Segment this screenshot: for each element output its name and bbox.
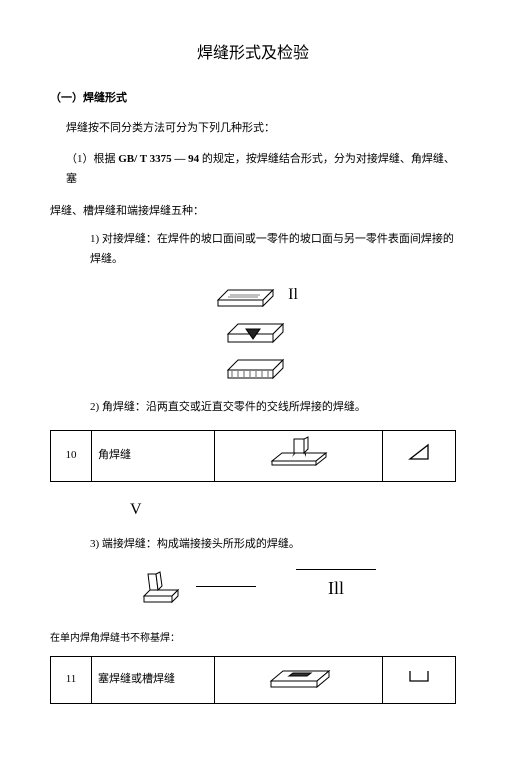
clause-lead: （1）根据 <box>66 153 118 165</box>
clause-1-line2: 焊缝、槽焊缝和端接焊缝五种： <box>50 202 456 222</box>
cell-figure <box>215 657 383 704</box>
list-item-2: 2) 角焊缝：沿两直交或近直交零件的交线所焊接的焊缝。 <box>90 398 456 418</box>
list-item-1: 1) 对接焊缝：在焊件的坡口面间或一零件的坡口面与另一零件表面间焊接的焊缝。 <box>90 230 456 270</box>
figure-edge-weld: Ill <box>50 566 456 606</box>
figure-butt-weld-1: Il <box>50 281 456 310</box>
label-ill: Ill <box>296 569 376 604</box>
figure-butt-weld-3 <box>50 352 456 382</box>
cell-symbol <box>383 657 456 704</box>
label-il: Il <box>288 281 298 310</box>
standard-code: GB/ T 3375 — 94 <box>118 153 199 165</box>
table-row: 11 塞焊缝或槽焊缝 <box>51 657 456 704</box>
edge-weld-icon <box>130 566 190 606</box>
table-row: 10 角焊缝 <box>51 430 456 481</box>
butt-weld-hatched-icon <box>218 352 288 382</box>
cell-name: 塞焊缝或槽焊缝 <box>92 657 215 704</box>
figure-butt-weld-2 <box>50 316 456 346</box>
butt-weld-v-icon <box>218 316 288 346</box>
table-plug-weld: 11 塞焊缝或槽焊缝 <box>50 656 456 704</box>
cell-num: 10 <box>51 430 92 481</box>
plug-symbol-icon <box>406 667 432 685</box>
label-v: V <box>130 496 456 525</box>
plug-weld-icon <box>259 661 339 691</box>
leader-line <box>196 586 256 587</box>
cell-num: 11 <box>51 657 92 704</box>
triangle-symbol-icon <box>406 441 432 463</box>
intro-para: 焊缝按不同分类方法可分为下列几种形式： <box>66 119 456 139</box>
page-title: 焊缝形式及检验 <box>50 40 456 69</box>
cell-figure <box>215 430 383 481</box>
cell-symbol <box>383 430 456 481</box>
cell-name: 角焊缝 <box>92 430 215 481</box>
section-heading-1: （一）焊缝形式 <box>50 89 456 109</box>
footnote: 在单内焊角焊缝书不称基焊： <box>50 630 456 648</box>
butt-weld-icon <box>208 282 278 310</box>
clause-1-line1: （1）根据 GB/ T 3375 — 94 的规定，按焊缝结合形式，分为对接焊缝… <box>66 150 456 190</box>
list-item-3: 3) 端接焊缝：构成端接接头所形成的焊缝。 <box>90 535 456 555</box>
table-fillet-weld: 10 角焊缝 <box>50 430 456 482</box>
fillet-weld-icon <box>264 435 334 469</box>
